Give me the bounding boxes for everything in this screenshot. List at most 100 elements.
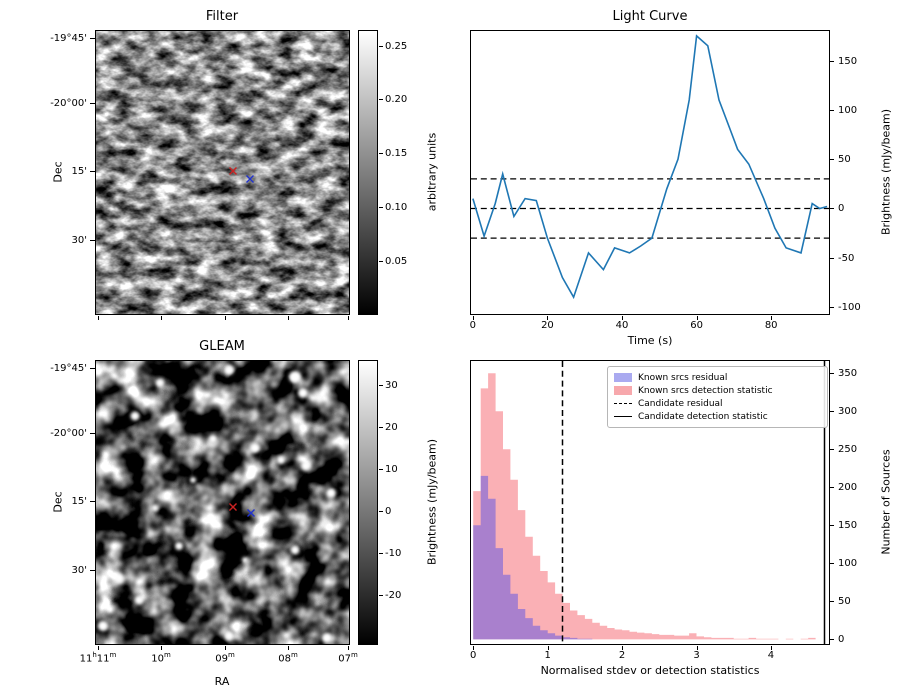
hist-series-known-srcs-detection-statistic <box>473 373 829 640</box>
tick-mark <box>771 316 773 320</box>
gleam-title: GLEAM <box>199 339 245 354</box>
tick-mark <box>379 510 383 512</box>
tick-mark <box>161 316 162 320</box>
histogram-ylabel: Number of Sources <box>879 449 893 555</box>
tick-mark <box>379 594 383 596</box>
tick-mark <box>379 99 383 101</box>
filter-ytick-label: -20°00' <box>50 98 87 109</box>
tick-mark <box>348 646 349 650</box>
filter-colorbar-label: arbitrary units <box>425 132 439 212</box>
legend-item: Known srcs detection statistic <box>614 384 821 397</box>
tick-mark <box>622 316 624 320</box>
tick-mark <box>90 240 95 241</box>
gleam-red-x-marker <box>229 503 237 511</box>
hist-xtick-label: 3 <box>693 650 700 661</box>
legend-line-swatch <box>614 403 632 404</box>
gleam-colorbar-tick-label: -20 <box>385 589 402 601</box>
gleam-image-canvas <box>96 361 349 644</box>
tick-mark <box>90 433 95 434</box>
gleam-colorbar-tick-label: -10 <box>385 547 402 559</box>
tick-mark <box>379 207 383 209</box>
legend-label: Known srcs detection statistic <box>638 385 773 396</box>
light-curve-line <box>472 34 828 300</box>
hist-ytick-label: 350 <box>838 368 858 380</box>
filter-colorbar-tick-label: 0.05 <box>385 256 408 268</box>
tick-mark <box>472 316 474 320</box>
tick-mark <box>98 316 99 320</box>
tick-mark <box>622 646 624 650</box>
tick-mark <box>379 552 383 554</box>
filter-colorbar-tick-label: 0.15 <box>385 148 408 160</box>
gleam-noise-texture <box>96 361 349 644</box>
lc-ytick-label: 100 <box>838 104 858 116</box>
legend-line-swatch <box>614 416 632 417</box>
tick-mark <box>473 646 475 650</box>
filter-noise-texture <box>96 31 349 314</box>
tick-mark <box>90 38 95 39</box>
gleam-ytick-label: -19°45' <box>50 363 87 374</box>
gleam-xlabel: RA <box>214 675 230 688</box>
lc-xtick-label: 60 <box>690 320 703 331</box>
tick-mark <box>288 316 289 320</box>
filter-colorbar <box>358 30 378 315</box>
gleam-xtick-label: 08m <box>278 651 298 665</box>
filter-blue-x-marker <box>246 175 254 183</box>
tick-mark <box>696 646 698 650</box>
tick-mark <box>770 646 772 650</box>
gleam-colorbar-tick-label: 30 <box>385 380 398 392</box>
tick-mark <box>830 159 834 161</box>
tick-mark <box>696 316 698 320</box>
hist-ytick-label: 300 <box>838 406 858 418</box>
gleam-xtick-label: 10m <box>151 651 171 665</box>
filter-red-x-marker <box>229 167 237 175</box>
tick-mark <box>225 316 226 320</box>
legend-label: Known srcs residual <box>638 372 728 383</box>
legend-item: Candidate detection statistic <box>614 410 821 423</box>
tick-mark <box>379 153 383 155</box>
hist-xtick-label: 2 <box>618 650 626 661</box>
filter-image-canvas <box>96 31 349 314</box>
hist-ytick-label: 0 <box>838 634 845 646</box>
tick-mark <box>830 109 834 111</box>
hist-series-known-srcs-residual <box>473 475 829 640</box>
legend-item: Candidate residual <box>614 397 821 410</box>
gleam-colorbar-tick-label: 20 <box>385 422 398 434</box>
gleam-colorbar-tick-label: 0 <box>385 505 392 517</box>
tick-mark <box>90 501 95 502</box>
lightcurve-title: Light Curve <box>612 9 688 24</box>
tick-mark <box>379 385 383 387</box>
tick-mark <box>830 307 834 309</box>
gleam-xtick-label: 09m <box>215 651 235 665</box>
filter-image-panel <box>95 30 350 315</box>
lc-ytick-label: -100 <box>838 302 861 314</box>
legend-item: Known srcs residual <box>614 371 821 384</box>
tick-mark <box>379 45 383 47</box>
gleam-colorbar-tick-label: 10 <box>385 463 398 475</box>
filter-ytick-label: 30' <box>71 235 87 246</box>
tick-mark <box>90 171 95 172</box>
gleam-colorbar-label: Brightness (mJy/beam) <box>425 438 439 566</box>
lc-ytick-label: -50 <box>838 252 855 264</box>
tick-mark <box>90 570 95 571</box>
tick-mark <box>830 487 834 489</box>
lightcurve-xlabel: Time (s) <box>627 334 673 347</box>
hist-ytick-label: 250 <box>838 444 858 456</box>
tick-mark <box>547 646 549 650</box>
lightcurve-canvas <box>471 34 829 300</box>
lc-ytick-label: 150 <box>838 55 858 67</box>
lc-ytick-label: 50 <box>838 154 851 166</box>
legend-patch-swatch <box>614 386 632 395</box>
lc-xtick-label: 80 <box>764 320 778 331</box>
gleam-ytick-label: 15' <box>71 496 87 507</box>
filter-title: Filter <box>205 9 239 24</box>
filter-colorbar-tick-label: 0.25 <box>385 40 408 52</box>
hist-ytick-label: 150 <box>838 520 858 532</box>
legend: Known srcs residual Known srcs detection … <box>607 366 828 428</box>
hist-xtick-label: 0 <box>470 650 477 661</box>
tick-mark <box>379 468 383 470</box>
hist-ytick-label: 100 <box>838 558 858 570</box>
tick-mark <box>225 646 226 650</box>
legend-label: Candidate residual <box>638 398 723 409</box>
hist-xtick-label: 1 <box>544 650 551 661</box>
